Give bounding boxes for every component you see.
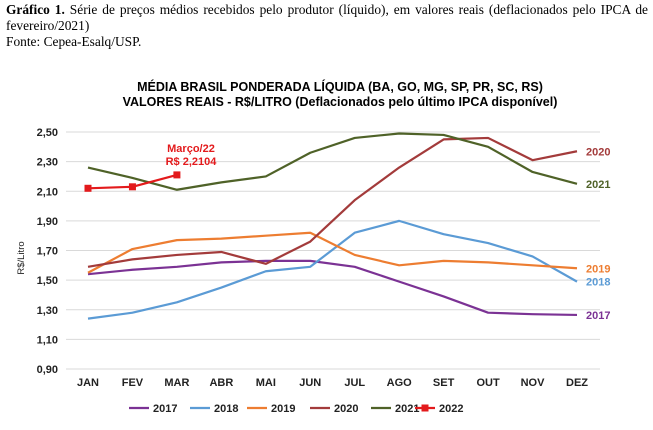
series-line-2017 — [87, 259, 578, 317]
y-tick-label: 1,10 — [37, 334, 58, 346]
x-tick-label: OUT — [476, 377, 500, 389]
x-tick-labels: JAN FEV MAR ABR MAI JUN JUL AGO SET OUT NOV DEZ — [77, 377, 588, 389]
y-tick-label: 2,50 — [37, 127, 58, 139]
y-axis-label: R$/Litro — [16, 241, 27, 274]
series-line-2020 — [87, 136, 578, 268]
x-tick-label: JUN — [299, 377, 321, 389]
annotation-line1: Março/22 — [167, 143, 215, 155]
y-tick-label: 1,30 — [37, 305, 58, 317]
y-tick-labels: 0,90 1,10 1,30 1,50 1,70 1,90 2,10 2,30 2,50 — [37, 127, 58, 376]
caption-text: Série de preços médios recebidos pelo pr… — [6, 2, 648, 33]
series-line-2021 — [87, 132, 578, 191]
x-tick-label: NOV — [521, 377, 546, 389]
x-tick-label: MAR — [164, 377, 189, 389]
series-lines — [84, 132, 578, 320]
marker-2022 — [84, 184, 92, 192]
legend-label-2019: 2019 — [271, 403, 295, 415]
y-tick-label: 0,90 — [37, 364, 58, 376]
end-label-2017: 2017 — [586, 310, 610, 322]
x-tick-label: JAN — [77, 377, 99, 389]
y-tick-label: 2,10 — [37, 186, 58, 198]
legend-label-2018: 2018 — [214, 403, 238, 415]
y-tick-label: 1,50 — [37, 275, 58, 287]
marker-2022 — [128, 183, 136, 191]
y-tick-label: 1,90 — [37, 216, 58, 228]
y-tick-label: 1,70 — [37, 246, 58, 258]
series-end-labels: 2017 2018 2019 2020 2021 — [586, 146, 610, 322]
legend-label-2020: 2020 — [334, 403, 358, 415]
x-tick-label: FEV — [122, 377, 144, 389]
x-tick-label: AGO — [387, 377, 413, 389]
annotation-marco22: Março/22 R$ 2,2104 — [166, 143, 218, 168]
series-line-2018 — [87, 219, 578, 320]
caption-label: Gráfico 1. — [6, 2, 65, 17]
end-label-2018: 2018 — [586, 277, 610, 289]
end-label-2021: 2021 — [586, 179, 610, 191]
y-tick-label: 2,30 — [37, 157, 58, 169]
figure-caption: Gráfico 1. Série de preços médios recebi… — [6, 2, 648, 50]
x-tick-label: DEZ — [566, 377, 588, 389]
chart-title: MÉDIA BRASIL PONDERADA LÍQUIDA (BA, GO, … — [137, 79, 543, 94]
x-tick-label: MAI — [256, 377, 276, 389]
series-line-2019 — [87, 231, 578, 274]
x-tick-label: SET — [433, 377, 455, 389]
legend-label-2022: 2022 — [439, 403, 463, 415]
caption-source: Fonte: Cepea-Esalq/USP. — [6, 34, 142, 49]
end-label-2020: 2020 — [586, 146, 610, 158]
x-tick-label: ABR — [209, 377, 233, 389]
chart-subtitle: VALORES REAIS - R$/LITRO (Deflacionados … — [123, 95, 558, 109]
legend-marker-2022 — [421, 404, 429, 412]
end-label-2019: 2019 — [586, 263, 610, 275]
x-tick-label: JUL — [344, 377, 365, 389]
legend-label-2021: 2021 — [395, 403, 419, 415]
legend: 2017 2018 2019 2020 2021 2022 — [129, 403, 463, 415]
annotation-line2: R$ 2,2104 — [166, 156, 218, 168]
legend-label-2017: 2017 — [153, 403, 177, 415]
marker-2022 — [173, 171, 181, 179]
